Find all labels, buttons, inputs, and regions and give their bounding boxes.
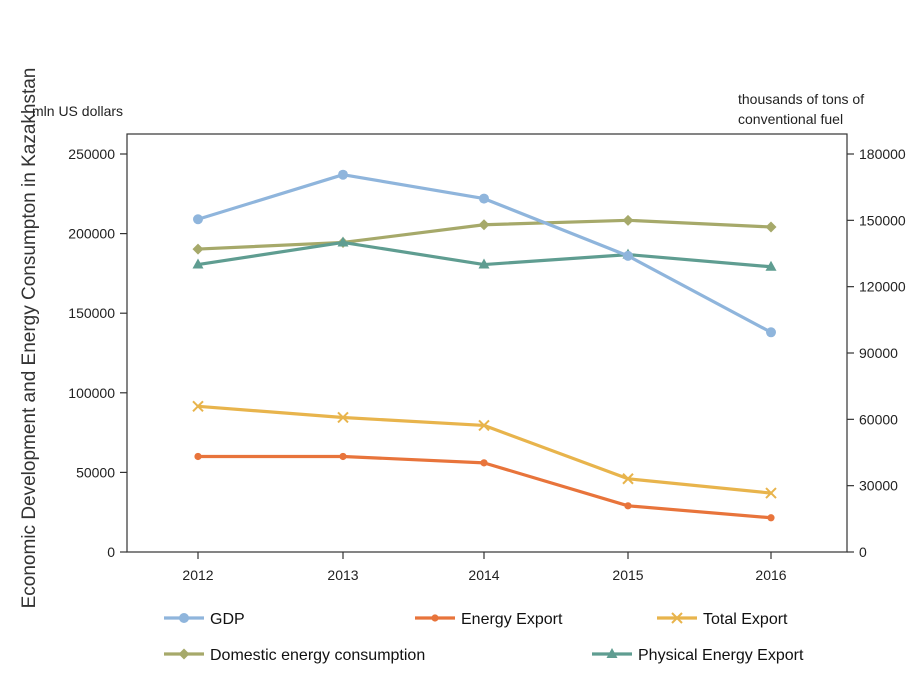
data-point-domestic-energy-consumption <box>765 221 777 233</box>
legend: GDP Energy Export Total Export Domestic ene… <box>164 611 804 664</box>
series-lines <box>192 169 777 522</box>
left-axis-tick-label: 0 <box>107 544 115 560</box>
x-axis-tick-label: 2013 <box>327 567 358 583</box>
right-axis-unit-label-line2: conventional fuel <box>738 111 843 127</box>
data-point-physical-energy-export <box>337 236 349 247</box>
right-axis-tick-label: 0 <box>859 544 867 560</box>
data-point-gdp <box>193 214 203 225</box>
data-point-gdp <box>623 250 633 261</box>
right-axis-tick-label: 150000 <box>859 212 906 228</box>
data-point-gdp <box>766 327 776 338</box>
data-point-domestic-energy-consumption <box>622 214 634 226</box>
legend-label: Physical Energy Export <box>638 647 804 664</box>
x-axis-tick-label: 2015 <box>612 567 643 583</box>
data-point-physical-energy-export <box>192 258 204 269</box>
data-point-energy-export <box>480 459 488 467</box>
series-gdp <box>193 169 776 338</box>
data-point-total-export <box>192 400 204 413</box>
legend-item-domestic-energy-consumption: Domestic energy consumption <box>164 647 425 664</box>
data-point-energy-export <box>339 452 347 461</box>
data-point-energy-export <box>194 452 202 461</box>
left-axis-tick-label: 250000 <box>68 146 115 162</box>
plot-frame <box>126 133 848 553</box>
data-point-energy-export <box>767 514 775 522</box>
right-axis-tick-label: 180000 <box>859 146 906 162</box>
data-point-total-export <box>765 487 777 499</box>
legend-marker <box>606 648 618 658</box>
series-energy-export <box>194 452 775 522</box>
data-point-total-export <box>478 419 490 432</box>
series-total-export <box>192 400 777 499</box>
chart-title: Economic Development and Energy Consumpt… <box>19 68 40 609</box>
legend-label: Total Export <box>703 611 788 628</box>
series-domestic-energy-consumption <box>192 214 777 255</box>
data-point-physical-energy-export <box>765 260 777 271</box>
left-axis-unit-label: mln US dollars <box>32 103 123 119</box>
legend-item-physical-energy-export: Physical Energy Export <box>592 647 804 664</box>
x-axis-tick-label: 2012 <box>182 567 213 583</box>
right-axis-tick-label: 90000 <box>859 345 898 361</box>
right-axis-tick-label: 120000 <box>859 279 906 295</box>
data-point-gdp <box>338 169 348 180</box>
legend-item-total-export: Total Export <box>657 611 788 628</box>
legend-label: GDP <box>210 611 245 628</box>
right-axis-tick-label: 30000 <box>859 478 898 494</box>
right-axis-tick-label: 60000 <box>859 411 898 427</box>
data-point-total-export <box>337 411 349 424</box>
left-axis-tick-label: 150000 <box>68 305 115 321</box>
left-axis-tick-label: 200000 <box>68 226 115 242</box>
data-point-physical-energy-export <box>478 258 490 269</box>
series-line-total-export <box>196 404 773 495</box>
x-axis-tick-label: 2016 <box>755 567 786 583</box>
data-point-total-export <box>622 473 634 485</box>
legend-label: Domestic energy consumption <box>210 647 425 664</box>
data-point-domestic-energy-consumption <box>192 243 204 255</box>
legend-marker <box>179 613 189 623</box>
data-point-domestic-energy-consumption <box>478 219 490 231</box>
left-axis-tick-label: 100000 <box>68 385 115 401</box>
right-axis-unit-label-line1: thousands of tons of <box>738 91 864 107</box>
data-point-gdp <box>479 193 489 204</box>
legend-marker <box>431 614 439 622</box>
legend-item-gdp: GDP <box>164 611 245 628</box>
legend-marker <box>671 612 683 624</box>
legend-label: Energy Export <box>461 611 563 628</box>
legend-marker <box>178 648 190 660</box>
series-physical-energy-export <box>192 236 777 271</box>
data-point-energy-export <box>624 502 632 510</box>
legend-item-energy-export: Energy Export <box>415 611 563 628</box>
x-axis-tick-label: 2014 <box>468 567 499 583</box>
axes: 0 50000 100000 150000 200000 250000 0 30000 6000… <box>68 146 906 583</box>
left-axis-tick-label: 50000 <box>76 464 115 480</box>
